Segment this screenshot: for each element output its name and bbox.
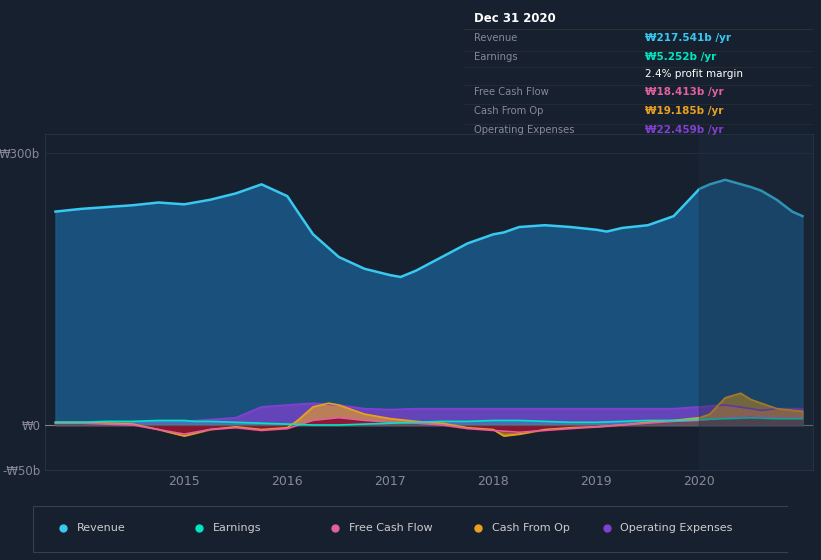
Text: Free Cash Flow: Free Cash Flow	[349, 523, 432, 533]
Text: 2.4% profit margin: 2.4% profit margin	[645, 69, 743, 79]
Text: Earnings: Earnings	[213, 523, 261, 533]
Text: Dec 31 2020: Dec 31 2020	[475, 12, 556, 25]
Text: ₩22.459b /yr: ₩22.459b /yr	[645, 125, 724, 135]
Text: Free Cash Flow: Free Cash Flow	[475, 87, 549, 96]
Text: Operating Expenses: Operating Expenses	[621, 523, 733, 533]
Text: ₩19.185b /yr: ₩19.185b /yr	[645, 106, 723, 116]
Text: ₩18.413b /yr: ₩18.413b /yr	[645, 87, 724, 96]
Text: Revenue: Revenue	[475, 33, 518, 43]
Text: Cash From Op: Cash From Op	[492, 523, 570, 533]
Text: Operating Expenses: Operating Expenses	[475, 125, 575, 135]
Text: Revenue: Revenue	[76, 523, 126, 533]
Text: ₩217.541b /yr: ₩217.541b /yr	[645, 33, 732, 43]
Text: ₩5.252b /yr: ₩5.252b /yr	[645, 52, 717, 62]
Text: Cash From Op: Cash From Op	[475, 106, 544, 116]
Text: Earnings: Earnings	[475, 52, 518, 62]
Bar	[699, 134, 813, 470]
